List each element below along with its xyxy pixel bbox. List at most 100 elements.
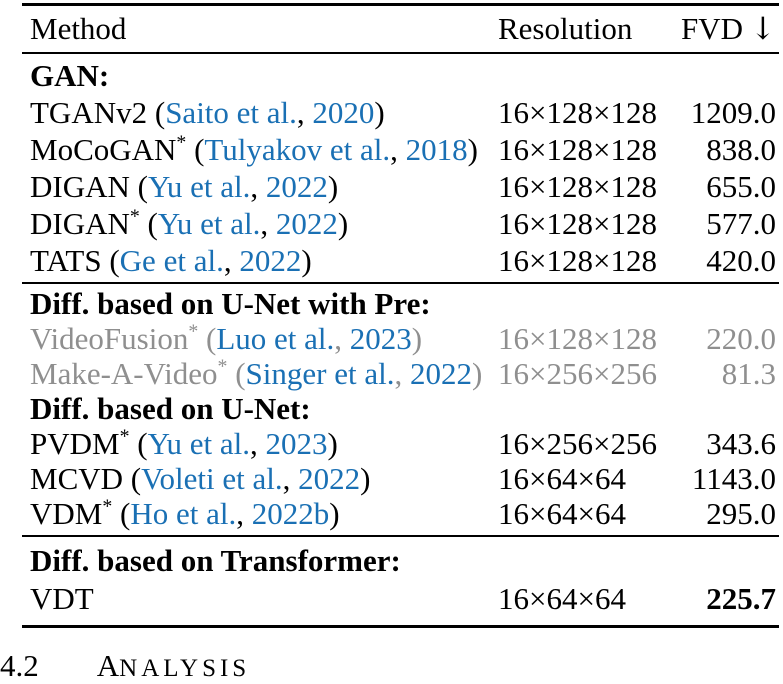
table-midrule [22, 282, 779, 284]
resolution-cell: 16×64×64 [498, 460, 626, 496]
method-name: MCVD [30, 460, 124, 496]
citation-year-link[interactable]: 2022 [409, 355, 472, 391]
method-asterisk: * [119, 425, 130, 448]
citation-authors-link[interactable]: Tulyakov et al. [204, 131, 391, 167]
fvd-cell: 655.0 [706, 168, 776, 204]
fvd-cell: 343.6 [706, 425, 776, 461]
fvd-label: FVD [681, 11, 744, 46]
section-label-row: GAN: [22, 57, 779, 94]
citation-comma: , [236, 495, 252, 531]
citation-comma: , [223, 242, 240, 278]
resolution-cell: 16×128×128 [498, 94, 657, 130]
resolution-cell: 16×128×128 [498, 242, 657, 278]
table-rule-under-header [22, 52, 779, 54]
method-asterisk: * [188, 320, 199, 343]
citation-comma: , [296, 94, 313, 130]
citation-comma: , [394, 355, 410, 391]
table-row: MoCoGAN* (Tulyakov et al., 2018) 16×128×1… [22, 131, 779, 168]
table-group: GAN: TGANv2 (Saito et al., 2020) 16×128×12… [22, 57, 779, 279]
column-header-resolution: Resolution [498, 11, 633, 46]
table-row: MCVD (Voleti et al., 2022) 16×64×64 1143.0 [22, 461, 779, 496]
citation-close-paren: ) [329, 495, 340, 531]
fvd-cell: 838.0 [706, 131, 776, 167]
citation-year-link[interactable]: 2022b [251, 495, 330, 531]
resolution-cell: 16×64×64 [498, 495, 626, 531]
citation-year-link[interactable]: 2023 [265, 425, 328, 461]
citation-close-paren: ) [374, 94, 385, 130]
citation-open-paren: ( [123, 460, 142, 496]
citation-close-paren: ) [301, 242, 312, 278]
citation-authors-link[interactable]: Yu et al. [147, 425, 251, 461]
table-row: PVDM* (Yu et al., 2023) 16×256×256 343.6 [22, 426, 779, 461]
table-group: Diff. based on Transformer: VDT 16×64×64 22… [22, 542, 779, 618]
citation-close-paren: ) [327, 168, 339, 204]
section-label: Diff. based on U-Net with Pre: [30, 285, 431, 321]
citation-year-link[interactable]: 2020 [312, 94, 375, 130]
citation-authors-link[interactable]: Yu et al. [157, 205, 261, 241]
method-name: DIGAN [30, 168, 130, 204]
citation-open-paren: ( [129, 425, 148, 461]
subsection-title: ANALYSIS [96, 648, 251, 683]
subsection-number: 4.2 [0, 648, 39, 683]
citation-year-link[interactable]: 2022 [265, 168, 328, 204]
section-label: Diff. based on Transformer: [30, 543, 401, 578]
section-label: GAN: [30, 57, 110, 93]
method-asterisk: * [217, 355, 228, 378]
citation-open-paren: ( [101, 242, 120, 278]
resolution-cell: 16×64×64 [498, 581, 626, 616]
section-label-row: Diff. based on Transformer: [22, 542, 779, 580]
method-cell: MoCoGAN* (Tulyakov et al., 2018) [30, 132, 498, 168]
method-asterisk: * [102, 495, 113, 518]
citation-comma: , [282, 460, 299, 496]
citation-authors-link[interactable]: Ge et al. [119, 242, 224, 278]
subsection-heading: 4.2 ANALYSIS [0, 649, 250, 684]
table-row: TGANv2 (Saito et al., 2020) 16×128×128 120… [22, 94, 779, 131]
method-name: PVDM* [30, 425, 130, 461]
method-asterisk: * [176, 131, 187, 154]
fvd-cell: 225.7 [706, 581, 776, 616]
method-cell: PVDM* (Yu et al., 2023) [30, 426, 498, 462]
method-asterisk: * [129, 205, 140, 228]
citation-authors-link[interactable]: Saito et al. [165, 94, 297, 130]
citation-authors-link[interactable]: Voleti et al. [141, 460, 283, 496]
method-cell: DIGAN* (Yu et al., 2022) [30, 206, 498, 242]
citation-year-link[interactable]: 2022 [298, 460, 361, 496]
fvd-cell: 1209.0 [690, 94, 776, 130]
method-cell: VDT [30, 581, 498, 617]
citation-comma: , [250, 425, 266, 461]
citation-year-link[interactable]: 2018 [405, 131, 468, 167]
resolution-cell: 16×128×128 [498, 168, 657, 204]
citation-authors-link[interactable]: Luo et al. [216, 320, 335, 356]
resolution-cell: 16×256×256 [498, 425, 657, 461]
citation-year-link[interactable]: 2023 [349, 320, 412, 356]
citation-close-paren: ) [337, 205, 349, 241]
table-row: VideoFusion* (Luo et al., 2023) 16×128×12… [22, 321, 779, 356]
citation-close-paren: ) [411, 320, 423, 356]
citation-comma: , [390, 131, 406, 167]
resolution-cell: 16×128×128 [498, 131, 657, 167]
column-header-fvd: FVD ↓ [666, 11, 779, 47]
method-name: TGANv2 [30, 94, 148, 130]
table-row: TATS (Ge et al., 2022) 16×128×128 420.0 [22, 242, 779, 279]
citation-year-link[interactable]: 2022 [275, 205, 338, 241]
method-name: VDM* [30, 495, 113, 531]
section-label-row: Diff. based on U-Net with Pre: [22, 286, 779, 321]
citation-close-paren: ) [471, 355, 483, 391]
citation-authors-link[interactable]: Singer et al. [245, 355, 395, 391]
method-name: Make-A-Video* [30, 355, 228, 391]
fvd-cell: 577.0 [706, 205, 776, 241]
citation-authors-link[interactable]: Ho et al. [130, 495, 237, 531]
fvd-cell: 81.3 [721, 355, 776, 391]
citation-open-paren: ( [227, 355, 246, 391]
citation-open-paren: ( [129, 168, 148, 204]
section-label: Diff. based on U-Net: [30, 390, 311, 426]
citation-year-link[interactable]: 2022 [239, 242, 302, 278]
table-rule-bottom [22, 625, 779, 628]
citation-authors-link[interactable]: Yu et al. [147, 168, 251, 204]
table-rule-top [22, 3, 779, 6]
column-header-method: Method [30, 11, 127, 46]
citation-close-paren: ) [360, 460, 371, 496]
table-row: DIGAN (Yu et al., 2022) 16×128×128 655.0 [22, 168, 779, 205]
section-label-row: Diff. based on U-Net: [22, 391, 779, 426]
method-cell: TGANv2 (Saito et al., 2020) [30, 95, 498, 131]
